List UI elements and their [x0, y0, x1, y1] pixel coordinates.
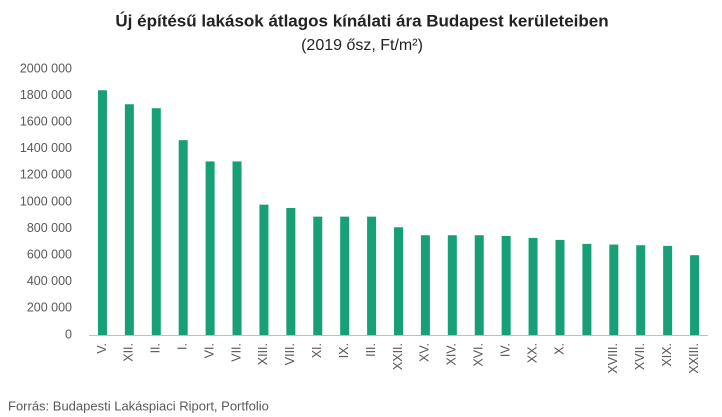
- y-tick-label: 1000 000: [20, 194, 72, 208]
- x-tick-label: VII.: [229, 343, 243, 362]
- bar: [367, 216, 377, 335]
- bar: [609, 244, 619, 335]
- bar: [286, 207, 296, 335]
- bar: [97, 90, 107, 335]
- x-tick-label: XIX.: [660, 343, 674, 367]
- bar: [636, 245, 646, 335]
- x-tick-label: XVIII.: [606, 343, 620, 374]
- bar: [313, 216, 323, 335]
- x-tick-label: VI.: [202, 343, 216, 358]
- x-tick-label: XIV.: [445, 343, 459, 365]
- x-tick-label: IV.: [498, 343, 512, 357]
- x-tick-label: IX.: [337, 343, 351, 358]
- bar: [394, 227, 403, 335]
- bar: [528, 237, 538, 335]
- y-tick-label: 2000 000: [20, 61, 72, 75]
- y-tick-label: 0: [65, 327, 72, 341]
- bar: [474, 235, 484, 335]
- x-tick-label: XV.: [418, 343, 432, 362]
- bar: [340, 216, 350, 335]
- bar: [582, 243, 592, 335]
- bar: [178, 140, 188, 335]
- y-tick-label: 200 000: [27, 301, 72, 315]
- bar: [555, 239, 565, 335]
- y-tick-label: 1800 000: [20, 88, 72, 102]
- y-tick-label: 600 000: [27, 247, 72, 261]
- x-tick-label: XII.: [122, 343, 136, 362]
- y-tick-label: 1200 000: [20, 168, 72, 182]
- x-tick-label: V.: [95, 343, 109, 354]
- bar: [663, 245, 673, 335]
- x-tick-label: III.: [364, 343, 378, 357]
- bar: [151, 108, 161, 335]
- chart-subtitle: (2019 ősz, Ft/m²): [301, 37, 423, 54]
- x-tick-label: XXIII.: [687, 343, 701, 374]
- bar: [420, 235, 430, 335]
- y-tick-label: 1600 000: [20, 114, 72, 128]
- bar: [501, 235, 511, 335]
- x-tick-label: VIII.: [283, 343, 297, 365]
- x-tick-label: II.: [149, 343, 163, 353]
- x-tick-label: XVII.: [633, 343, 647, 370]
- bar: [259, 204, 269, 335]
- y-tick-label: 400 000: [27, 274, 72, 288]
- x-tick-label: I.: [175, 343, 189, 350]
- bar: [690, 255, 700, 335]
- source: Forrás: Budapesti Lakáspiaci Riport, Por…: [8, 398, 269, 413]
- x-tick-label: XX.: [525, 343, 539, 363]
- bar: [447, 235, 457, 335]
- y-tick-label: 1400 000: [20, 141, 72, 155]
- x-tick-label: XXII.: [391, 343, 405, 370]
- x-tick-label: XI.: [310, 343, 324, 358]
- bar: [124, 104, 134, 336]
- bar: [232, 161, 242, 335]
- y-tick-label: 800 000: [27, 221, 72, 235]
- x-tick-label: XIII.: [256, 343, 270, 365]
- bar: [205, 161, 215, 335]
- chart-title: Új építésű lakások átlagos kínálati ára …: [115, 11, 608, 30]
- x-tick-label: X.: [552, 343, 566, 355]
- x-tick-label: XVI.: [472, 343, 486, 367]
